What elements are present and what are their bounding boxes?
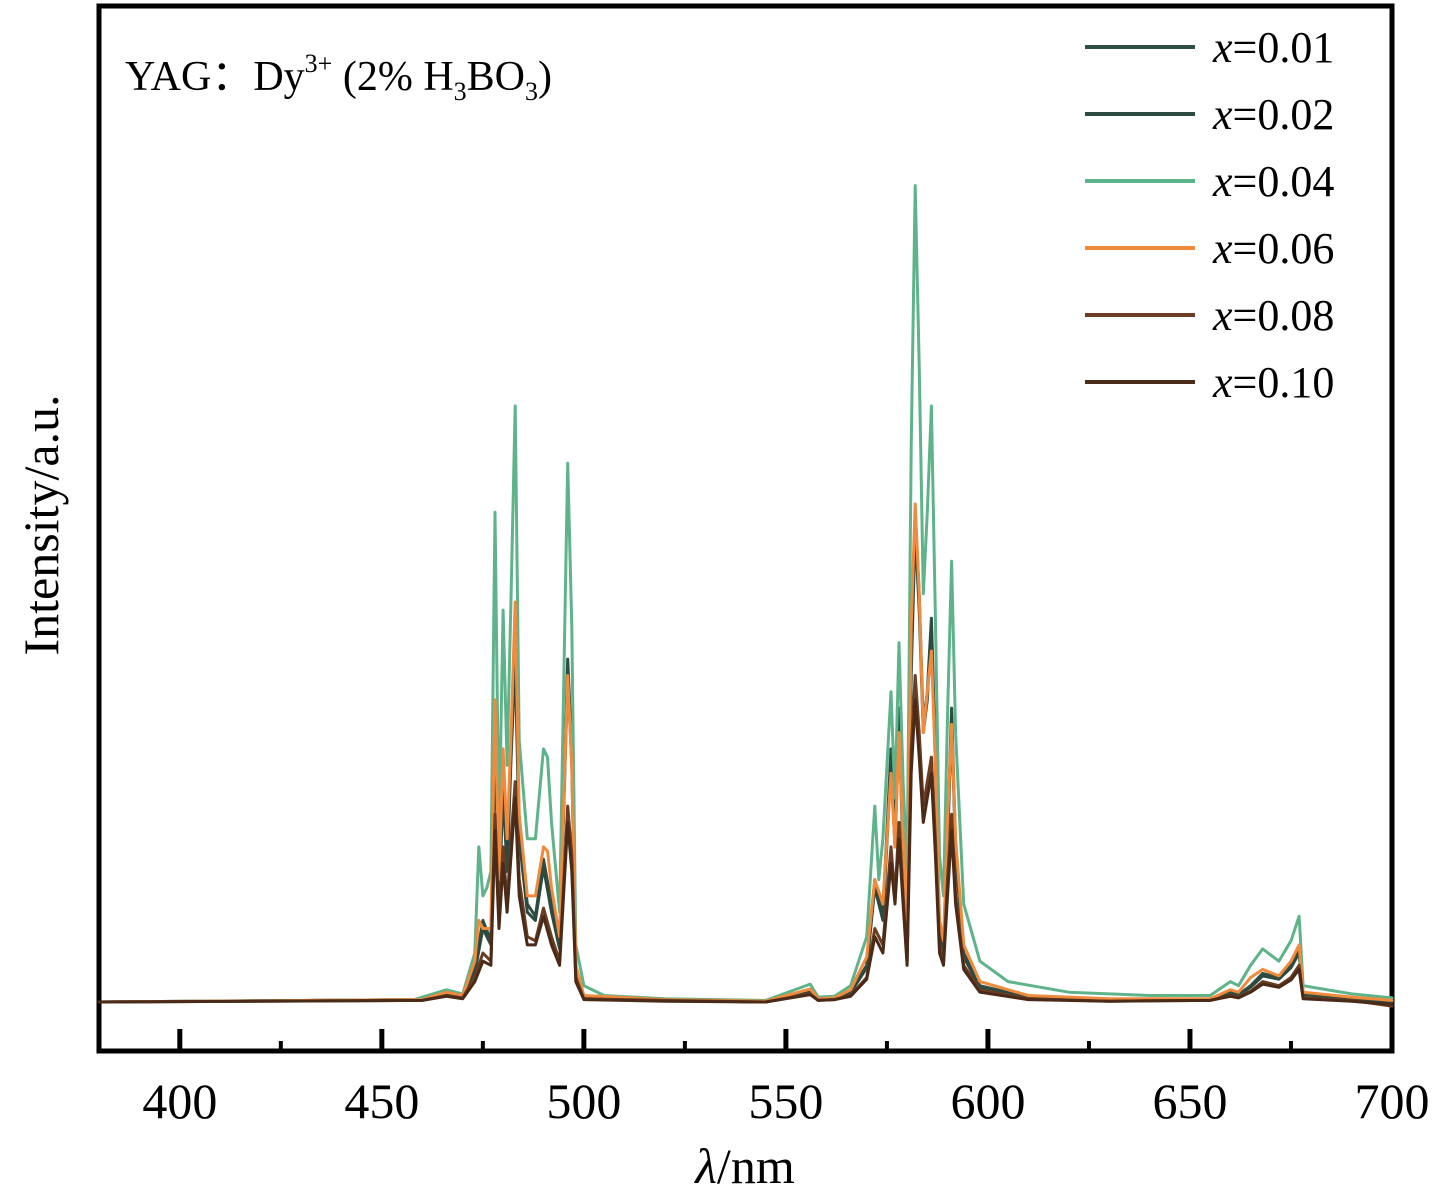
legend-label: x=0.10 — [1212, 358, 1334, 407]
x-tick-label: 650 — [1152, 1073, 1227, 1129]
x-tick-label: 500 — [546, 1073, 621, 1129]
sample-annotation: YAG：Dy3+ (2% H3BO3) — [125, 49, 552, 106]
legend-label: x=0.04 — [1212, 157, 1334, 206]
x-tick-label: 400 — [142, 1073, 217, 1129]
x-axis-ticks — [177, 1029, 1395, 1051]
x-tick-label: 700 — [1355, 1073, 1430, 1129]
x-tick-label: 600 — [950, 1073, 1025, 1129]
x-tick-label: 450 — [344, 1073, 419, 1129]
series-line-x-0-01 — [97, 510, 1394, 1004]
series-line-x-0-04 — [97, 184, 1394, 1004]
legend-label: x=0.01 — [1212, 23, 1334, 72]
plot-frame — [96, 3, 1395, 1054]
x-tick-label: 550 — [748, 1073, 823, 1129]
legend-label: x=0.08 — [1212, 291, 1334, 340]
legend: x=0.01 x=0.02 x=0.04 x=0.06 x=0.08 x=0.10 — [1085, 23, 1334, 407]
x-axis-tick-labels: 400 450 500 550 600 650 700 — [142, 1073, 1429, 1129]
series-layer — [97, 184, 1394, 1008]
series-line-x-0-10 — [97, 698, 1394, 1006]
y-axis-title: Intensity/a.u. — [13, 394, 69, 655]
legend-label: x=0.06 — [1212, 224, 1334, 273]
series-line-x-0-08 — [97, 674, 1394, 1008]
x-axis-title: λ/nm — [693, 1138, 795, 1192]
series-line-x-0-06 — [97, 502, 1394, 1004]
legend-label: x=0.02 — [1212, 90, 1334, 139]
series-line-x-0-02 — [97, 527, 1394, 1004]
